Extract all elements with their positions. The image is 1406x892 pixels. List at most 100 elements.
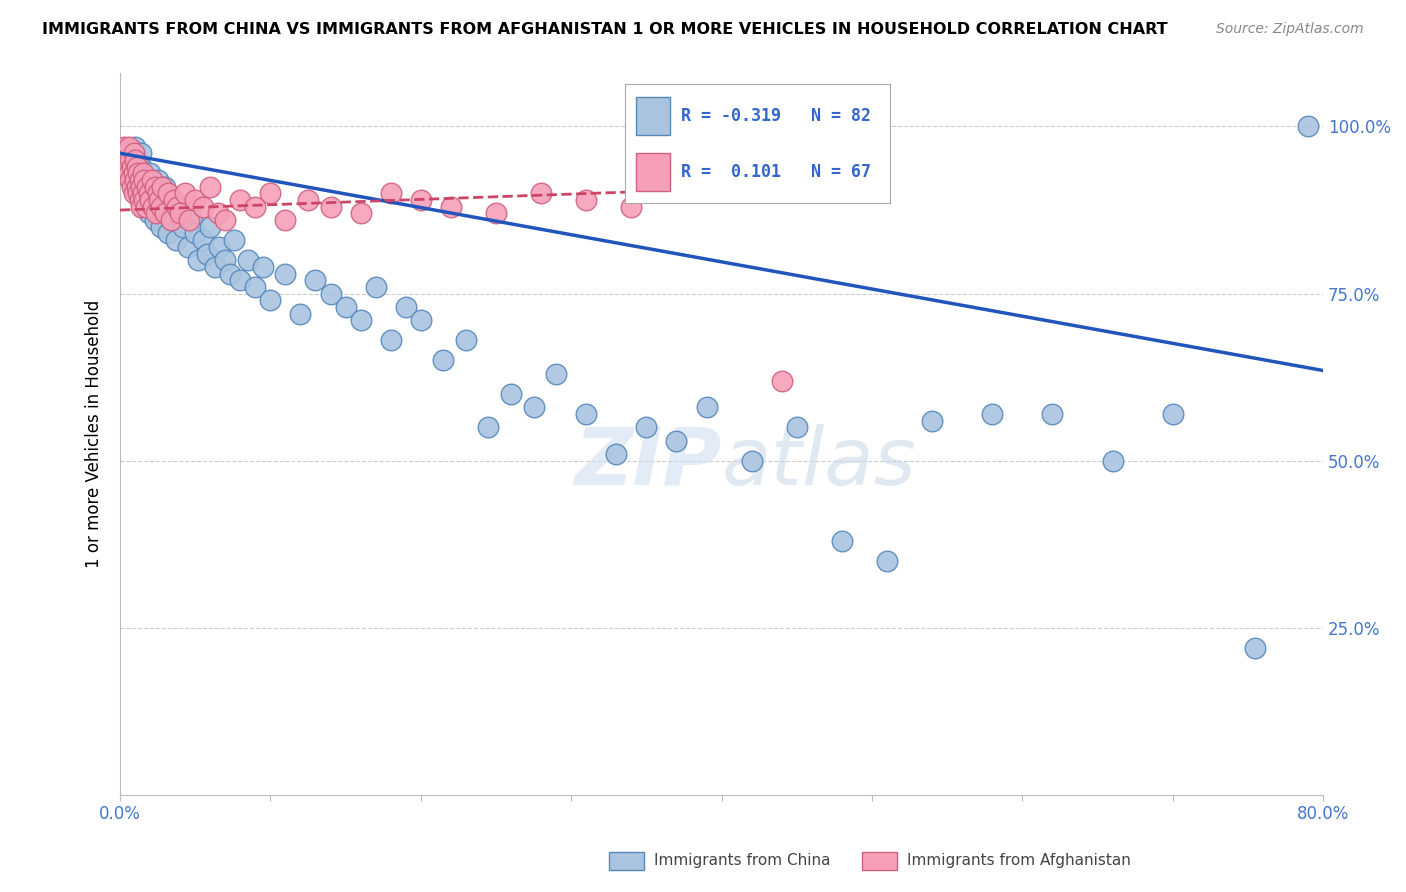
Point bbox=[146, 173, 169, 187]
Point bbox=[125, 179, 148, 194]
Point bbox=[128, 173, 150, 187]
Point bbox=[169, 206, 191, 220]
Point bbox=[139, 166, 162, 180]
Point bbox=[522, 401, 544, 415]
Point bbox=[129, 160, 152, 174]
Text: Immigrants from Afghanistan: Immigrants from Afghanistan bbox=[907, 854, 1130, 868]
Point bbox=[200, 219, 222, 234]
Point bbox=[153, 179, 176, 194]
Point bbox=[149, 219, 172, 234]
Point bbox=[485, 206, 508, 220]
Point bbox=[395, 300, 418, 314]
Point bbox=[149, 200, 172, 214]
Point bbox=[121, 146, 143, 161]
Point bbox=[135, 200, 157, 214]
Point bbox=[165, 233, 187, 247]
Point bbox=[127, 166, 149, 180]
Point bbox=[153, 206, 176, 220]
Text: Immigrants from China: Immigrants from China bbox=[654, 854, 831, 868]
Point bbox=[245, 200, 267, 214]
Point bbox=[252, 260, 274, 274]
Point bbox=[575, 407, 598, 421]
Point bbox=[546, 367, 568, 381]
Point bbox=[477, 420, 499, 434]
Point bbox=[184, 227, 207, 241]
Point bbox=[304, 273, 326, 287]
Point bbox=[148, 193, 170, 207]
Point bbox=[148, 206, 170, 220]
Point bbox=[121, 160, 143, 174]
Point bbox=[259, 293, 281, 308]
Point bbox=[1101, 454, 1123, 468]
Point bbox=[831, 533, 853, 548]
Point bbox=[141, 173, 163, 187]
Point bbox=[432, 353, 454, 368]
Point bbox=[207, 206, 229, 220]
Point bbox=[575, 193, 598, 207]
Point bbox=[129, 146, 152, 161]
Point bbox=[160, 206, 183, 220]
Point bbox=[162, 213, 184, 227]
Point bbox=[157, 186, 180, 201]
Point bbox=[128, 193, 150, 207]
Point bbox=[297, 193, 319, 207]
Point bbox=[695, 401, 717, 415]
Y-axis label: 1 or more Vehicles in Household: 1 or more Vehicles in Household bbox=[86, 300, 103, 568]
Point bbox=[129, 179, 152, 194]
Point bbox=[636, 420, 658, 434]
Point bbox=[114, 139, 136, 153]
Point bbox=[214, 253, 236, 268]
Point bbox=[665, 434, 688, 448]
Point bbox=[118, 166, 141, 180]
Point bbox=[136, 179, 159, 194]
Point bbox=[191, 233, 214, 247]
Point bbox=[224, 233, 246, 247]
Point bbox=[125, 153, 148, 167]
Point bbox=[120, 153, 142, 167]
Point bbox=[131, 186, 153, 201]
Point bbox=[319, 286, 342, 301]
Point bbox=[229, 193, 252, 207]
Point bbox=[981, 407, 1004, 421]
Point bbox=[160, 213, 183, 227]
Bar bbox=[862, 852, 897, 870]
Point bbox=[122, 166, 145, 180]
Point bbox=[605, 447, 627, 461]
Point bbox=[136, 179, 159, 194]
Point bbox=[132, 193, 155, 207]
Point bbox=[195, 246, 218, 260]
Point bbox=[128, 186, 150, 201]
Point bbox=[124, 153, 146, 167]
Point bbox=[121, 179, 143, 194]
Point bbox=[191, 200, 214, 214]
Point bbox=[454, 334, 477, 348]
Point bbox=[208, 240, 231, 254]
Point bbox=[921, 414, 943, 428]
Point bbox=[335, 300, 357, 314]
Point bbox=[142, 186, 165, 201]
Point bbox=[141, 200, 163, 214]
Point bbox=[132, 173, 155, 187]
Point bbox=[380, 186, 402, 201]
Point bbox=[1244, 640, 1267, 655]
Point bbox=[117, 153, 139, 167]
Point bbox=[172, 219, 194, 234]
Point bbox=[319, 200, 342, 214]
Point bbox=[117, 160, 139, 174]
Point bbox=[124, 173, 146, 187]
Point bbox=[139, 193, 162, 207]
Point bbox=[120, 173, 142, 187]
Point bbox=[127, 179, 149, 194]
Point bbox=[163, 193, 186, 207]
Point bbox=[157, 227, 180, 241]
Point bbox=[218, 267, 240, 281]
Point bbox=[127, 166, 149, 180]
Point bbox=[135, 186, 157, 201]
Point bbox=[184, 193, 207, 207]
Point bbox=[187, 253, 209, 268]
Point bbox=[440, 200, 463, 214]
Point bbox=[122, 146, 145, 161]
Point bbox=[124, 173, 146, 187]
Point bbox=[122, 166, 145, 180]
Point bbox=[131, 200, 153, 214]
